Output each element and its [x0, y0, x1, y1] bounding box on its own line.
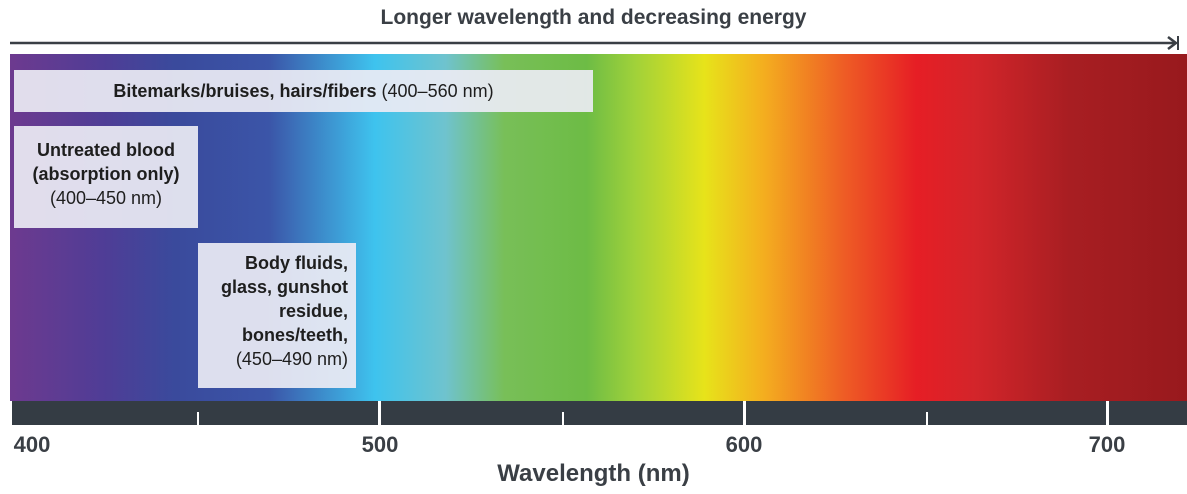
fluids-label-line4: bones/teeth,: [241, 325, 348, 345]
axis-title: Wavelength (nm): [497, 460, 690, 487]
bitemarks-range: (400–560 nm): [381, 81, 494, 101]
tick-500: [378, 401, 381, 425]
bitemarks-range-box: Bitemarks/bruises, hairs/fibers (400–560…: [14, 70, 593, 112]
tick-label-400: 400: [13, 432, 51, 457]
blood-label-line1: Untreated blood: [37, 140, 175, 160]
tick-label-500: 500: [361, 432, 399, 457]
energy-direction-label: Longer wavelength and decreasing energy: [380, 6, 807, 29]
tick-650: [926, 412, 928, 425]
tick-label-700: 700: [1088, 432, 1126, 457]
tick-450: [197, 412, 199, 425]
blood-label-line2: (absorption only): [32, 164, 180, 184]
tick-400: [10, 401, 12, 425]
fluids-label-line3: residue,: [278, 301, 348, 321]
wavelength-axis-bar: [10, 401, 1187, 425]
untreated-blood-box: Untreated blood (absorption only) (400–4…: [14, 126, 198, 228]
bitemarks-label: Bitemarks/bruises, hairs/fibers: [113, 81, 377, 101]
tick-600: [743, 401, 746, 425]
tick-label-600: 600: [725, 432, 763, 457]
tick-550: [562, 412, 564, 425]
fluids-label-line2: glass, gunshot: [220, 277, 348, 297]
body-fluids-box: Body fluids, glass, gunshot residue, bon…: [198, 243, 356, 388]
direction-arrow: [10, 36, 1179, 50]
fluids-label-line1: Body fluids,: [245, 253, 348, 273]
blood-range: (400–450 nm): [49, 188, 163, 208]
fluids-range: (450–490 nm): [235, 349, 348, 369]
tick-700: [1106, 401, 1109, 425]
